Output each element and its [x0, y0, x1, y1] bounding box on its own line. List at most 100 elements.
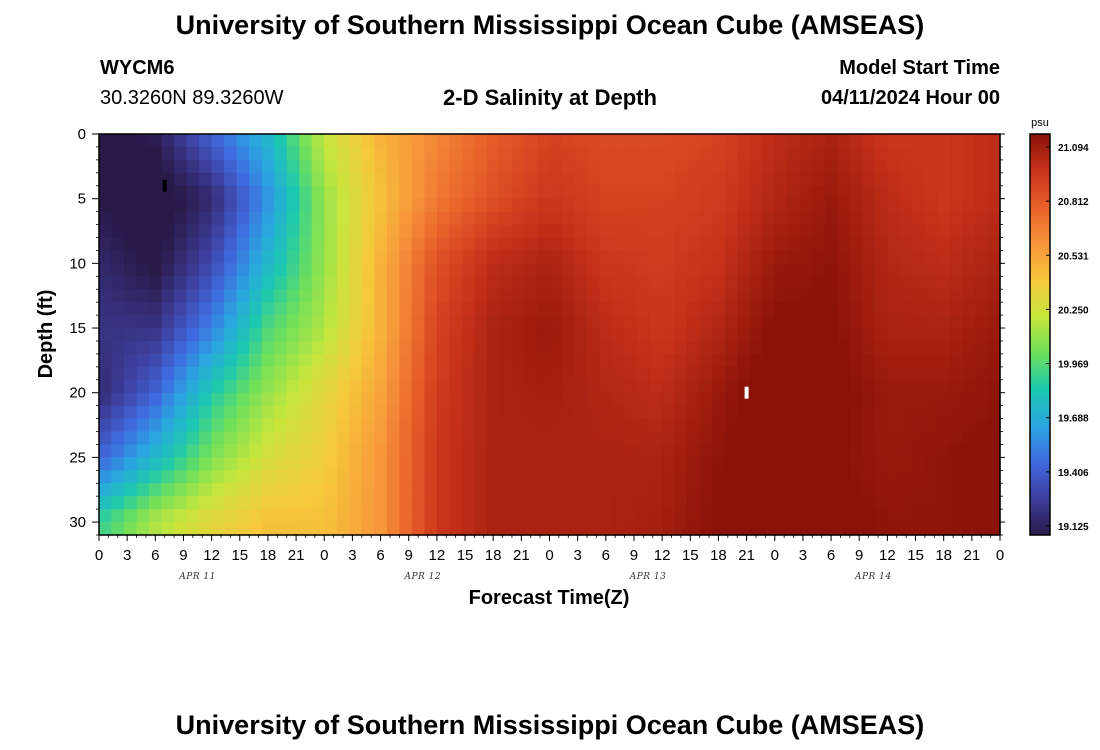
heatmap-cell [411, 263, 425, 277]
heatmap-cell [874, 315, 888, 329]
heatmap-cell [286, 340, 300, 355]
heatmap-cell [136, 172, 150, 187]
heatmap-cell [924, 328, 939, 342]
heatmap-cell [324, 470, 338, 484]
heatmap-cell [386, 315, 400, 329]
heatmap-cell [399, 159, 413, 174]
heatmap-cell [99, 250, 113, 264]
heatmap-cell [774, 237, 788, 252]
colorbar-tick-label: 19.969 [1058, 360, 1089, 371]
heatmap-cell [962, 146, 976, 161]
heatmap-cell [687, 340, 701, 355]
heatmap-cell [411, 159, 425, 174]
heatmap-cell [549, 172, 563, 187]
heatmap-cell [261, 340, 275, 355]
heatmap-cell [849, 470, 863, 484]
heatmap-cell [587, 198, 601, 213]
heatmap-cell [349, 185, 363, 200]
heatmap-cell [787, 172, 801, 187]
heatmap-cell [962, 392, 976, 407]
heatmap-cell [124, 328, 138, 342]
heatmap-cell [924, 276, 939, 290]
heatmap-cell [299, 470, 313, 484]
heatmap-cell [324, 198, 338, 213]
heatmap-cell [599, 237, 613, 252]
heatmap-cell [787, 211, 801, 226]
heatmap-cell [987, 315, 1001, 329]
heatmap-cell [712, 522, 726, 536]
heatmap-cell [286, 366, 300, 381]
heatmap-cell [111, 289, 125, 303]
heatmap-cell [436, 302, 450, 316]
heatmap-cell [99, 328, 113, 342]
y-tick-label: 5 [78, 191, 86, 208]
heatmap-cell [186, 431, 200, 446]
heatmap-cell [211, 211, 225, 226]
heatmap-cell [699, 289, 713, 303]
heatmap-cell [311, 172, 325, 187]
heatmap-cell [524, 418, 538, 433]
heatmap-cell [649, 146, 663, 161]
heatmap-cell [149, 431, 163, 446]
heatmap-cell [524, 496, 538, 510]
heatmap-cell [224, 496, 238, 510]
heatmap-cell [812, 263, 826, 277]
heatmap-cell [974, 509, 989, 523]
heatmap-cell [424, 198, 438, 213]
heatmap-cell [937, 146, 951, 161]
heatmap-cell [799, 522, 813, 536]
heatmap-cell [311, 263, 325, 277]
heatmap-cell [662, 224, 676, 239]
heatmap-cell [449, 198, 463, 213]
heatmap-cell [737, 496, 751, 510]
heatmap-cell [211, 250, 225, 264]
x-tick-label: 3 [799, 547, 807, 564]
heatmap-cell [737, 353, 751, 368]
heatmap-cell [399, 366, 413, 381]
heatmap-cell [349, 340, 363, 355]
heatmap-cell [286, 134, 300, 148]
heatmap-cell [974, 276, 989, 290]
heatmap-cell [837, 366, 851, 381]
heatmap-cell [687, 444, 701, 458]
heatmap-cell [461, 379, 476, 394]
heatmap-cell [249, 289, 263, 303]
heatmap-cell [461, 172, 476, 187]
heatmap-cell [111, 353, 125, 368]
heatmap-cell [762, 496, 776, 510]
heatmap-cell [812, 211, 826, 226]
heatmap-cell [712, 185, 726, 200]
heatmap-cell [824, 405, 838, 420]
heatmap-cell [524, 289, 538, 303]
heatmap-cell [649, 289, 663, 303]
heatmap-cell [837, 418, 851, 433]
heatmap-cell [912, 431, 926, 446]
heatmap-cell [799, 392, 813, 407]
heatmap-cell [912, 509, 926, 523]
heatmap-cell [687, 185, 701, 200]
heatmap-cell [361, 315, 375, 329]
heatmap-cell [712, 431, 726, 446]
heatmap-cell [361, 289, 375, 303]
heatmap-cell [199, 134, 213, 148]
heatmap-cell [536, 379, 551, 394]
heatmap-cell [787, 405, 801, 420]
data-marker [162, 179, 167, 192]
heatmap-cell [624, 224, 638, 239]
heatmap-cell [361, 134, 375, 148]
heatmap-cell [511, 302, 526, 316]
heatmap-cell [637, 431, 651, 446]
heatmap-cell [499, 185, 513, 200]
heatmap-cell [436, 457, 450, 471]
heatmap-cell [937, 392, 951, 407]
heatmap-cell [762, 509, 776, 523]
heatmap-cell [374, 315, 388, 329]
heatmap-cell [899, 470, 913, 484]
heatmap-cell [912, 328, 926, 342]
heatmap-cell [574, 185, 588, 200]
heatmap-cell [624, 418, 638, 433]
heatmap-cell [562, 289, 576, 303]
heatmap-cell [887, 185, 901, 200]
heatmap-cell [962, 457, 976, 471]
heatmap-cell [637, 366, 651, 381]
